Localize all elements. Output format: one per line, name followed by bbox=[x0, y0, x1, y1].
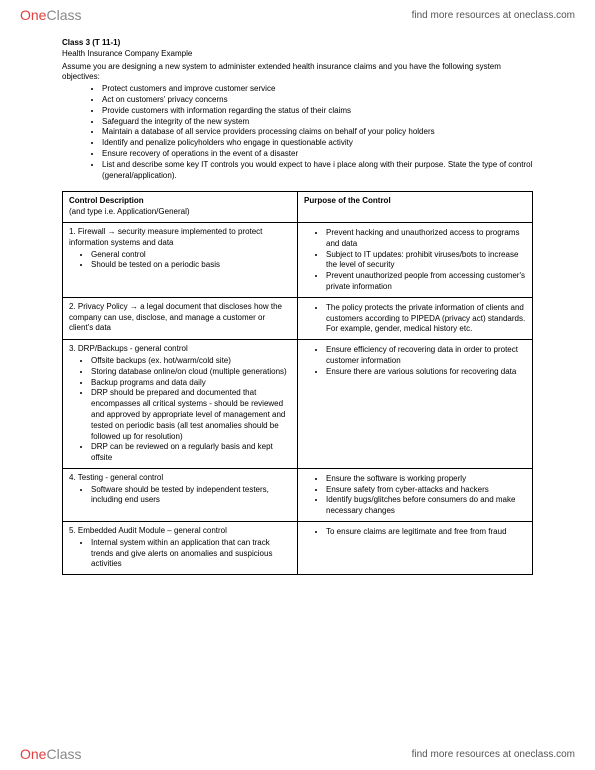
header-purpose: Purpose of the Control bbox=[298, 192, 533, 223]
list-item: Identify bugs/glitches before consumers … bbox=[326, 495, 526, 517]
list-item: Software should be tested by independent… bbox=[91, 485, 291, 507]
header-left-line1: Control Description bbox=[69, 196, 291, 207]
list-item: DRP should be prepared and documented th… bbox=[91, 388, 291, 442]
control-description-cell: 4. Testing - general control Software sh… bbox=[63, 468, 298, 521]
purpose-cell: The policy protects the private informat… bbox=[298, 297, 533, 339]
objective-item: Safeguard the integrity of the new syste… bbox=[102, 117, 533, 128]
objective-item: Ensure recovery of operations in the eve… bbox=[102, 149, 533, 160]
table-row: 5. Embedded Audit Module – general contr… bbox=[63, 522, 533, 575]
control-detail-list: Offsite backups (ex. hot/warm/cold site)… bbox=[69, 356, 291, 464]
list-item: Backup programs and data daily bbox=[91, 378, 291, 389]
list-item: Storing database online/on cloud (multip… bbox=[91, 367, 291, 378]
purpose-list: Ensure the software is working properly … bbox=[304, 474, 526, 517]
page-header: OneClass find more resources at oneclass… bbox=[0, 0, 595, 31]
objective-item: Protect customers and improve customer s… bbox=[102, 84, 533, 95]
list-item: Ensure efficiency of recovering data in … bbox=[326, 345, 526, 367]
assumption-text: Assume you are designing a new system to… bbox=[62, 62, 533, 84]
purpose-list: The policy protects the private informat… bbox=[304, 303, 526, 335]
control-title: 2. Privacy Policy → a legal document tha… bbox=[69, 302, 291, 334]
brand-part1: One bbox=[20, 746, 46, 762]
objective-item: Identify and penalize policyholders who … bbox=[102, 138, 533, 149]
example-heading: Health Insurance Company Example bbox=[62, 49, 533, 60]
list-item: Ensure there are various solutions for r… bbox=[326, 367, 526, 378]
objective-item: List and describe some key IT controls y… bbox=[102, 160, 533, 182]
control-detail-list: Software should be tested by independent… bbox=[69, 485, 291, 507]
control-title: 5. Embedded Audit Module – general contr… bbox=[69, 526, 291, 537]
control-description-cell: 1. Firewall → security measure implement… bbox=[63, 222, 298, 297]
brand-part2: Class bbox=[46, 746, 81, 762]
objective-item: Provide customers with information regar… bbox=[102, 106, 533, 117]
brand-part2: Class bbox=[46, 7, 81, 23]
table-row: 3. DRP/Backups - general control Offsite… bbox=[63, 340, 533, 469]
purpose-cell: Prevent hacking and unauthorized access … bbox=[298, 222, 533, 297]
purpose-list: Prevent hacking and unauthorized access … bbox=[304, 228, 526, 293]
class-heading: Class 3 (T 11-1) bbox=[62, 38, 533, 49]
control-detail-list: Internal system within an application th… bbox=[69, 538, 291, 570]
brand-logo: OneClass bbox=[20, 6, 81, 25]
table-row: 4. Testing - general control Software sh… bbox=[63, 468, 533, 521]
list-item: Offsite backups (ex. hot/warm/cold site) bbox=[91, 356, 291, 367]
purpose-cell: To ensure claims are legitimate and free… bbox=[298, 522, 533, 575]
control-title: 1. Firewall → security measure implement… bbox=[69, 227, 291, 249]
brand-logo-footer: OneClass bbox=[20, 745, 81, 764]
list-item: To ensure claims are legitimate and free… bbox=[326, 527, 526, 538]
list-item: Subject to IT updates: prohibit viruses/… bbox=[326, 250, 526, 272]
objective-item: Act on customers' privacy concerns bbox=[102, 95, 533, 106]
table-header-row: Control Description (and type i.e. Appli… bbox=[63, 192, 533, 223]
list-item: Internal system within an application th… bbox=[91, 538, 291, 570]
list-item: General control bbox=[91, 250, 291, 261]
objective-item: Maintain a database of all service provi… bbox=[102, 127, 533, 138]
table-row: 2. Privacy Policy → a legal document tha… bbox=[63, 297, 533, 339]
control-title: 3. DRP/Backups - general control bbox=[69, 344, 291, 355]
list-item: Ensure the software is working properly bbox=[326, 474, 526, 485]
control-detail-list: General control Should be tested on a pe… bbox=[69, 250, 291, 272]
control-description-cell: 2. Privacy Policy → a legal document tha… bbox=[63, 297, 298, 339]
list-item: Should be tested on a periodic basis bbox=[91, 260, 291, 271]
purpose-list: To ensure claims are legitimate and free… bbox=[304, 527, 526, 538]
purpose-cell: Ensure the software is working properly … bbox=[298, 468, 533, 521]
control-description-cell: 3. DRP/Backups - general control Offsite… bbox=[63, 340, 298, 469]
list-item: Prevent hacking and unauthorized access … bbox=[326, 228, 526, 250]
purpose-cell: Ensure efficiency of recovering data in … bbox=[298, 340, 533, 469]
header-left-line2: (and type i.e. Application/General) bbox=[69, 207, 291, 218]
controls-table: Control Description (and type i.e. Appli… bbox=[62, 191, 533, 575]
page-footer: OneClass find more resources at oneclass… bbox=[0, 739, 595, 770]
footer-resources-link[interactable]: find more resources at oneclass.com bbox=[412, 748, 575, 762]
document-body: Class 3 (T 11-1) Health Insurance Compan… bbox=[62, 38, 533, 732]
header-control-description: Control Description (and type i.e. Appli… bbox=[63, 192, 298, 223]
objectives-list: Protect customers and improve customer s… bbox=[62, 84, 533, 181]
list-item: Prevent unauthorized people from accessi… bbox=[326, 271, 526, 293]
brand-part1: One bbox=[20, 7, 46, 23]
table-row: 1. Firewall → security measure implement… bbox=[63, 222, 533, 297]
control-title: 4. Testing - general control bbox=[69, 473, 291, 484]
purpose-list: Ensure efficiency of recovering data in … bbox=[304, 345, 526, 377]
header-resources-link[interactable]: find more resources at oneclass.com bbox=[412, 9, 575, 23]
list-item: DRP can be reviewed on a regularly basis… bbox=[91, 442, 291, 464]
list-item: Ensure safety from cyber-attacks and hac… bbox=[326, 485, 526, 496]
list-item: The policy protects the private informat… bbox=[326, 303, 526, 335]
control-description-cell: 5. Embedded Audit Module – general contr… bbox=[63, 522, 298, 575]
